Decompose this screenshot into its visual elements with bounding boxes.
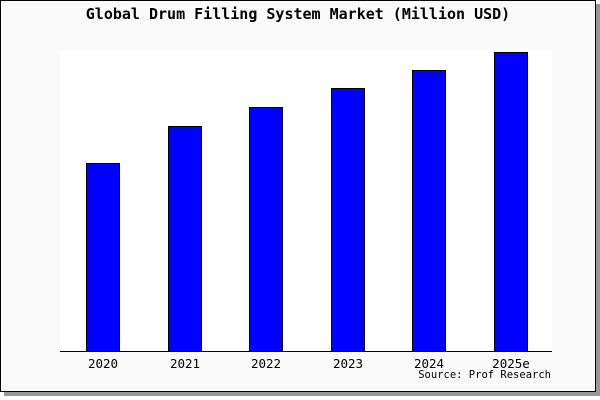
x-tick-label-2020: 2020 [87, 356, 119, 371]
x-tick-label-2021: 2021 [169, 356, 201, 371]
x-tick-label-2024: 2024 [413, 356, 445, 371]
x-tick-label-2025e: 2025e [492, 356, 530, 371]
plot-area [60, 50, 552, 352]
bar-2021 [168, 126, 202, 351]
chart-frame: Global Drum Filling System Market (Milli… [0, 0, 596, 392]
x-tick-label-2022: 2022 [250, 356, 282, 371]
bar-2023 [331, 88, 365, 351]
bar-2024 [412, 70, 446, 351]
source-label: Source: Prof Research [418, 369, 551, 381]
bar-2025e [494, 52, 528, 351]
bar-2020 [86, 163, 120, 351]
chart-title: Global Drum Filling System Market (Milli… [85, 5, 511, 23]
x-tick-label-2023: 2023 [332, 356, 364, 371]
bar-2022 [249, 107, 283, 351]
